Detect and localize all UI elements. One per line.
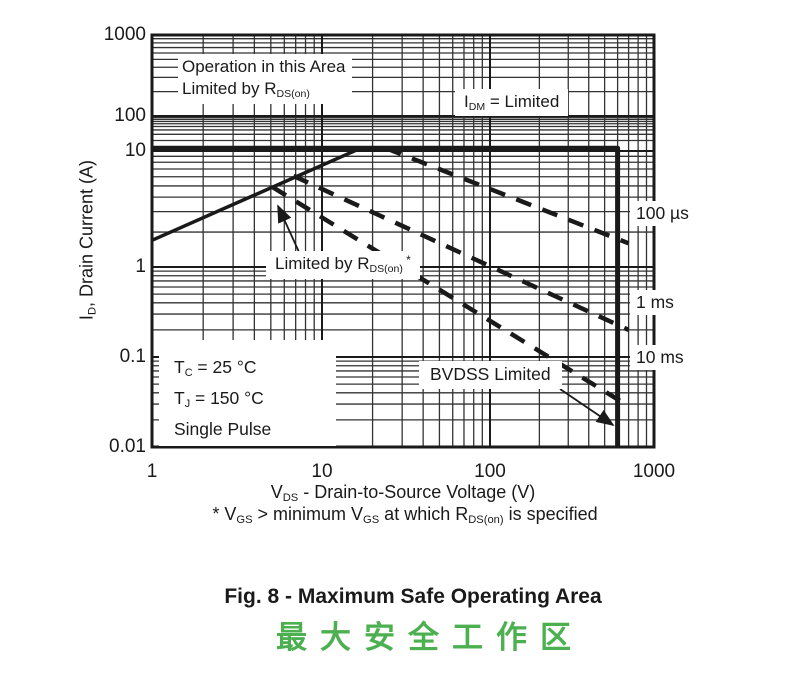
y-tick-label: 0.1: [119, 346, 146, 367]
footnote: * VGS > minimum VGS at which RDS(on) is …: [212, 504, 598, 527]
y-tick-label: 1000: [103, 24, 146, 45]
operation-area-line1: Operation in this Area: [182, 57, 346, 76]
condition-tc: TC = 25 °C: [174, 357, 257, 380]
x-tick-label: 100: [474, 461, 506, 482]
condition-tj: TJ = 150 °C: [174, 388, 264, 411]
operation-area-line2: Limited by RDS(on): [182, 79, 310, 101]
operation-area-label: Operation in this Area Limited by RDS(on…: [178, 54, 353, 105]
soa-chart: [150, 33, 656, 449]
bvdss-limited-label: BVDSS Limited: [419, 361, 562, 389]
x-tick-label: 10: [311, 461, 333, 482]
curve-label-1ms: 1 ms: [630, 290, 680, 315]
annotation-arrow: [559, 388, 615, 427]
plot-border: [150, 33, 656, 449]
y-axis-title: ID, Drain Current (A): [76, 159, 99, 321]
y-tick-label: 1: [135, 256, 146, 277]
caption-english: Fig. 8 - Maximum Safe Operating Area: [224, 585, 602, 608]
x-tick-label: 1: [146, 461, 158, 482]
caption-chinese: 最大安全工作区: [276, 620, 584, 656]
series-100-s: [385, 146, 630, 246]
x-tick-label: 1000: [632, 461, 676, 482]
curve-label-100us: 100 µs: [630, 201, 695, 226]
y-tick-label: 10: [124, 140, 146, 161]
x-axis-title: VDS - Drain-to-Source Voltage (V): [270, 482, 536, 505]
condition-pulse: Single Pulse: [174, 419, 272, 440]
y-tick-label: 100: [114, 105, 146, 126]
annotation-arrow: [277, 204, 300, 253]
series-10-ms: [271, 184, 625, 405]
series-limited-by-rds-on-: [151, 146, 362, 242]
curve-label-10ms: 10 ms: [630, 345, 690, 370]
series-1-ms: [292, 173, 630, 332]
y-tick-label: 0.01: [109, 436, 146, 457]
test-conditions-box: TC = 25 °C TJ = 150 °C Single Pulse: [159, 340, 336, 446]
idm-limited-label: IDM = Limited: [455, 89, 569, 117]
limited-by-rdson-label: Limited by RDS(on) *: [266, 251, 420, 280]
series-idm-limit-bvdss-boundary: [152, 145, 621, 447]
